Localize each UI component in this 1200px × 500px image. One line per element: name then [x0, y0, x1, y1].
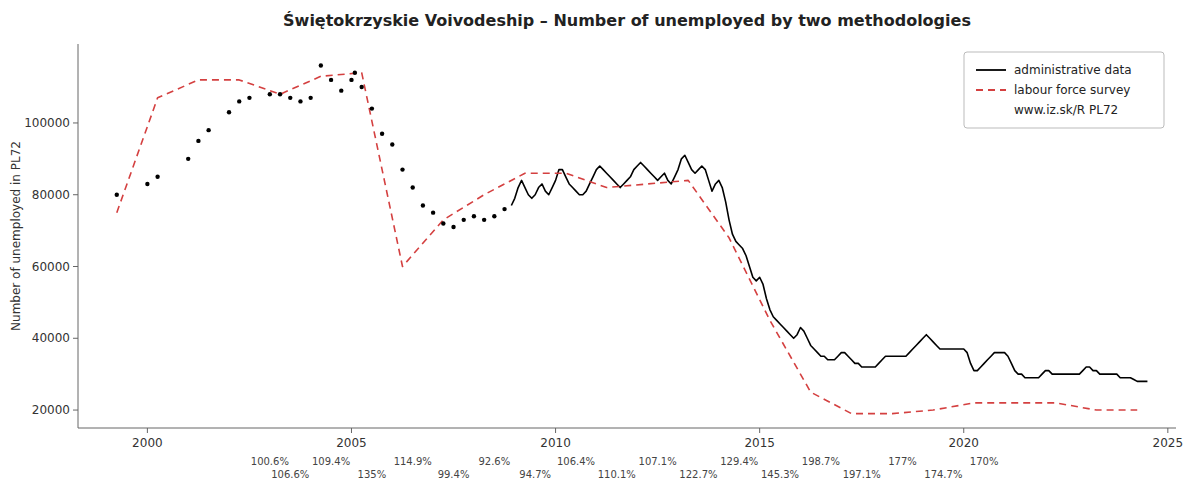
x-tick-label: 2000 [132, 436, 163, 450]
scatter-point [115, 193, 119, 197]
ratio-label: 92.6% [478, 456, 510, 467]
y-tick-label: 60000 [32, 260, 70, 274]
scatter-point [370, 106, 374, 110]
y-tick-label: 80000 [32, 188, 70, 202]
scatter-point [353, 71, 357, 75]
x-tick [351, 428, 352, 433]
scatter-point [206, 128, 210, 132]
ratio-label: 198.7% [802, 456, 840, 467]
scatter-point [359, 85, 363, 89]
ratio-label: 145.3% [761, 469, 799, 480]
ratio-label: 94.7% [519, 469, 551, 480]
title: Świętokrzyskie Voivodeship – Number of u… [283, 11, 971, 30]
legend-handle [976, 89, 1006, 91]
scatter-point [196, 139, 200, 143]
scatter-point [492, 214, 496, 218]
x-axis-line [78, 428, 1176, 429]
ratio-label: 99.4% [438, 469, 470, 480]
scatter-point [441, 221, 445, 225]
annotations: 100.6% 106.6%109.4% 135% 114.9% 99.4% 92.6% 94… [251, 456, 999, 480]
x-tick [759, 428, 760, 433]
x-tick-label: 2015 [744, 436, 775, 450]
scatter-point [278, 92, 282, 96]
x-tick [1167, 428, 1168, 433]
ratio-label: 110.1% [598, 469, 636, 480]
scatter-point [329, 78, 333, 82]
x-tick-label: 2010 [540, 436, 571, 450]
chart: Świętokrzyskie Voivodeship – Number of u… [0, 0, 1200, 500]
y-tick [73, 122, 78, 123]
line-series [511, 155, 1147, 381]
scatter-point [502, 207, 506, 211]
ratio-label: 177% [888, 456, 917, 467]
ratio-label: 109.4% [312, 456, 350, 467]
scatter-point [268, 92, 272, 96]
scatter-series [115, 63, 507, 229]
ratio-label: 129.4% [720, 456, 758, 467]
x-tick-label: 2025 [1153, 436, 1184, 450]
scatter-point [145, 182, 149, 186]
scatter-point [380, 132, 384, 136]
ratio-label: 197.1% [843, 469, 881, 480]
x-tick [555, 428, 556, 433]
legend-label: labour force survey [1014, 83, 1130, 97]
scatter-point [400, 167, 404, 171]
scatter-point [431, 210, 435, 214]
scatter-point [339, 88, 343, 92]
scatter-point [155, 175, 159, 179]
y-tick [73, 194, 78, 195]
y-tick-label: 20000 [32, 403, 70, 417]
ratio-label: 114.9% [394, 456, 432, 467]
scatter-point [308, 96, 312, 100]
scatter-point [237, 99, 241, 103]
scatter-point [421, 203, 425, 207]
ratio-label: 100.6% [251, 456, 289, 467]
chart-container: Świętokrzyskie Voivodeship – Number of u… [0, 0, 1200, 500]
scatter-point [247, 96, 251, 100]
x-tick [963, 428, 964, 433]
scatter-point [186, 157, 190, 161]
scatter-point [319, 63, 323, 67]
x-tick-label: 2005 [336, 436, 367, 450]
scatter-point [462, 218, 466, 222]
y-axis-label: Number of unemployed in PL72 [9, 141, 23, 331]
legend-handle [976, 69, 1006, 71]
y-tick-label: 40000 [32, 331, 70, 345]
y-tick [73, 410, 78, 411]
ratio-label: 107.1% [639, 456, 677, 467]
scatter-point [288, 96, 292, 100]
legend-note: www.iz.sk/R PL72 [1014, 103, 1118, 117]
scatter-point [411, 185, 415, 189]
y-tick [73, 338, 78, 339]
ratio-label: 135% [358, 469, 387, 480]
ratio-label: 122.7% [679, 469, 717, 480]
scatter-point [298, 99, 302, 103]
ratio-label: 106.6% [271, 469, 309, 480]
axes: 20000 40000 60000 80000 100000 2000 2005 2010 20… [24, 44, 1183, 450]
scatter-point [390, 142, 394, 146]
scatter-point [451, 225, 455, 229]
legend: administrative data labour force survey ww… [964, 52, 1164, 128]
ratio-label: 170% [970, 456, 999, 467]
y-tick-label: 100000 [24, 116, 70, 130]
scatter-point [482, 218, 486, 222]
x-tick-label: 2020 [948, 436, 979, 450]
scatter-point [472, 214, 476, 218]
scatter-point [227, 110, 231, 114]
ratio-label: 106.4% [557, 456, 595, 467]
y-tick [73, 266, 78, 267]
legend-box [964, 52, 1164, 128]
x-tick [147, 428, 148, 433]
y-axis-line [78, 44, 79, 428]
scatter-point [349, 78, 353, 82]
ratio-label: 174.7% [924, 469, 962, 480]
legend-label: administrative data [1014, 63, 1132, 77]
